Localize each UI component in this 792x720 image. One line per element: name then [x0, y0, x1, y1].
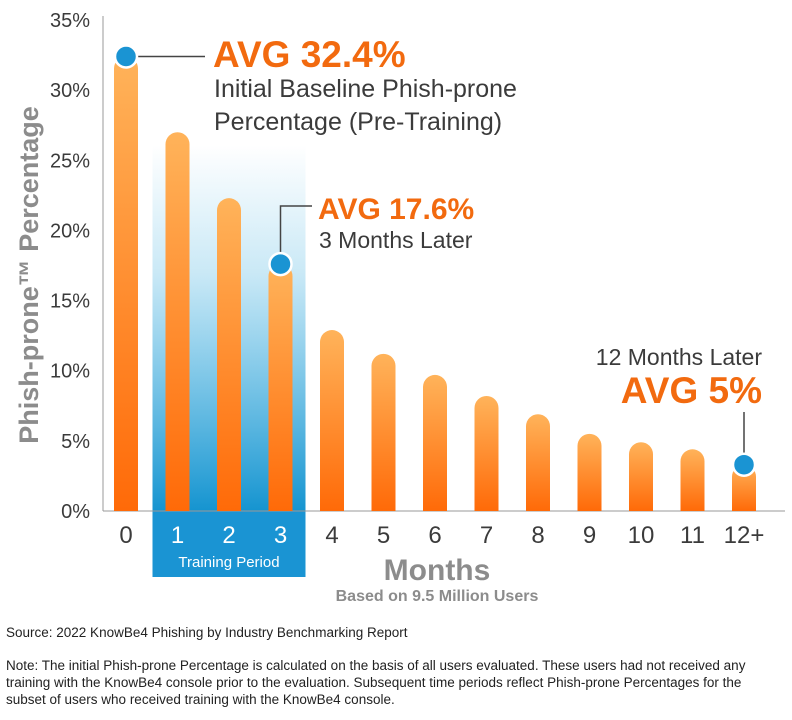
annotation-leader [279, 205, 312, 265]
annotation-headline: AVG 5% [621, 370, 762, 411]
y-tick-label: 25% [50, 150, 90, 172]
x-tick-label: 8 [531, 522, 544, 549]
bar [165, 132, 190, 511]
data-marker [268, 251, 293, 277]
y-axis-title: Phish-prone™ Percentage [14, 106, 44, 444]
y-tick-label: 30% [50, 80, 90, 102]
y-tick-label: 20% [50, 220, 90, 242]
annotation-text: Initial Baseline Phish-prone [214, 75, 517, 103]
annotation-headline: AVG 17.6% [318, 193, 474, 226]
y-tick-label: 35% [50, 10, 90, 32]
x-tick-label: 9 [583, 522, 596, 549]
x-tick-label: 11 [680, 522, 705, 549]
x-axis-title: Months [384, 554, 491, 587]
bar [114, 56, 138, 511]
bar [680, 449, 705, 511]
x-tick-label: 0 [119, 522, 132, 549]
annotation-text: 12 Months Later [596, 344, 763, 370]
axis-layer: 0% 5% 10% 15% 20% 25% 30% 35% [50, 10, 785, 523]
x-tick-label: 5 [377, 522, 390, 549]
bar-layer: 0 1 2 3 4 5 6 7 8 9 10 11 12+ [114, 56, 764, 549]
data-marker [113, 44, 139, 69]
data-marker [731, 452, 757, 477]
bar [371, 353, 396, 511]
y-tick-label: 5% [61, 431, 90, 453]
x-tick-label: 6 [428, 522, 441, 549]
annotation-headline: AVG 32.4% [213, 34, 406, 75]
bar [732, 464, 756, 511]
source-note: Source: 2022 KnowBe4 Phishing by Industr… [6, 625, 408, 640]
annotation-layer: AVG 32.4%Initial Baseline Phish-prone Per… [113, 34, 763, 477]
x-tick-label: 10 [628, 522, 655, 549]
y-tick-label: 0% [61, 501, 90, 523]
x-tick-label: 3 [274, 522, 287, 549]
x-tick-label: 1 [171, 522, 184, 549]
bar [320, 330, 344, 511]
x-tick-label: 7 [480, 522, 493, 549]
methodology-note: Note: The initial Phish-prone Percentage… [6, 658, 746, 707]
annotation-text: 3 Months Later [319, 227, 473, 253]
chart-subtitle: Based on 9.5 Million Users [336, 588, 539, 605]
bar [217, 198, 241, 511]
training-period-label: Training Period [178, 554, 279, 571]
axis-label-layer: Phish-prone™ Percentage Months Based on … [14, 106, 538, 605]
bar [474, 395, 499, 511]
y-tick-label: 15% [50, 291, 90, 313]
training-band-label-box [152, 511, 306, 577]
phish-prone-chart: Training Period 0% 5% 10% 15% 20% 25% 30% 35% 0… [14, 10, 785, 605]
y-tick-label: 10% [50, 361, 90, 383]
bar [526, 414, 550, 511]
bar [423, 374, 447, 511]
bar [268, 264, 293, 511]
bar [577, 433, 602, 511]
x-tick-label: 12+ [724, 522, 765, 549]
x-tick-label: 2 [222, 522, 235, 549]
bar [629, 442, 653, 511]
x-tick-label: 4 [325, 522, 338, 549]
annotation-text: Percentage (Pre-Training) [214, 108, 502, 136]
